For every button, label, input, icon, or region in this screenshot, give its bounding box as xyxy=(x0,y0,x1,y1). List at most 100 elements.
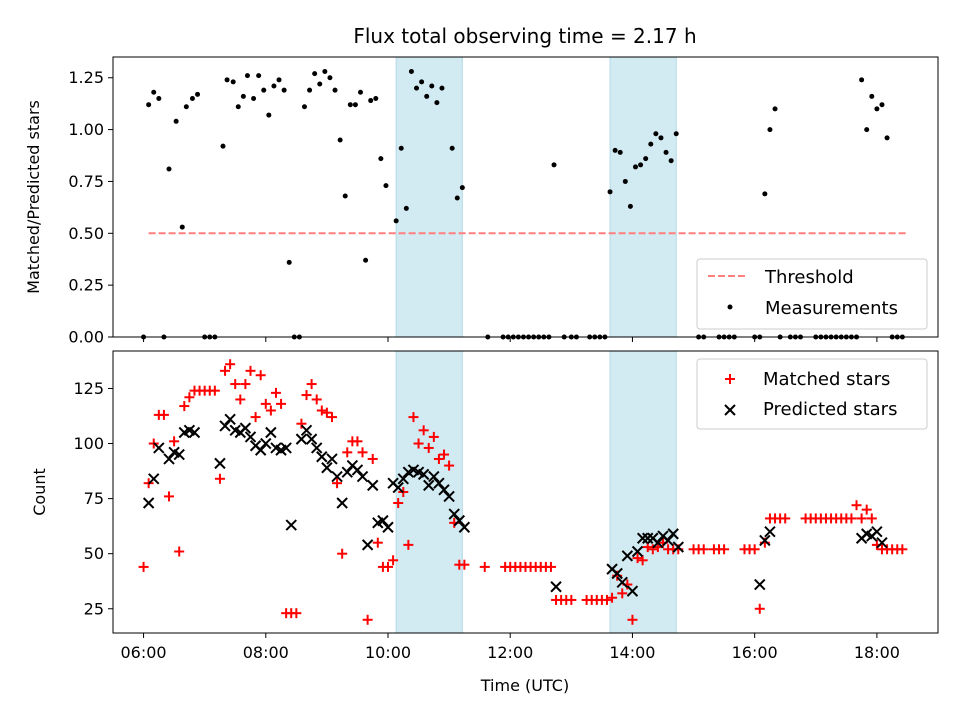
measurement-point xyxy=(622,178,628,184)
predicted-star-point xyxy=(305,433,318,445)
matched-star-point xyxy=(357,447,368,458)
measurement-point xyxy=(256,73,262,79)
measurement-point xyxy=(368,98,374,104)
predicted-star-point xyxy=(356,470,369,483)
predicted-star-point xyxy=(214,457,226,470)
top-shaded-interval xyxy=(609,56,677,338)
predicted-star-point xyxy=(754,578,766,591)
matched-star-point xyxy=(169,436,180,447)
measurement-point xyxy=(633,164,638,170)
legend-predicted-swatch xyxy=(724,404,736,416)
measurement-point xyxy=(373,95,379,101)
matched-star-point xyxy=(337,548,348,559)
predicted-star-point xyxy=(672,541,684,553)
predicted-star-point xyxy=(448,508,460,520)
legend-threshold-label: Threshold xyxy=(764,267,854,288)
predicted-star-point xyxy=(443,490,455,503)
matched-star-point xyxy=(418,425,429,436)
predicted-star-point xyxy=(260,437,272,450)
predicted-star-point xyxy=(611,567,623,580)
matched-star-point xyxy=(719,544,730,555)
predicted-star-point xyxy=(433,477,445,489)
matched-star-point xyxy=(545,561,556,572)
matched-star-point xyxy=(433,453,444,464)
matched-star-point xyxy=(754,603,765,614)
bottom-shaded-interval xyxy=(609,350,677,634)
matched-star-point xyxy=(291,608,302,619)
matched-star-point xyxy=(230,379,241,390)
predicted-star-point xyxy=(163,453,175,465)
predicted-star-point xyxy=(626,585,639,597)
predicted-star-point xyxy=(397,473,409,485)
matched-star-point xyxy=(270,387,281,398)
measurement-point xyxy=(403,205,409,211)
matched-star-point xyxy=(352,436,363,447)
predicted-star-point xyxy=(153,442,165,454)
predicted-star-point xyxy=(453,514,466,527)
measurement-point xyxy=(383,183,389,189)
predicted-star-point xyxy=(636,532,649,544)
measurement-point xyxy=(454,195,460,201)
measurement-point xyxy=(434,100,440,106)
matched-star-point xyxy=(301,390,312,401)
measurement-point xyxy=(393,218,399,224)
matched-star-point xyxy=(326,412,337,423)
measurement-point xyxy=(658,135,664,141)
measurement-point xyxy=(179,224,185,230)
top-shaded-interval xyxy=(395,56,463,338)
matched-star-point xyxy=(214,473,225,484)
matched-star-point xyxy=(607,592,618,603)
measurement-point xyxy=(301,104,307,110)
measurement-point xyxy=(449,145,455,151)
predicted-star-point xyxy=(316,451,328,463)
legend-measurements-swatch xyxy=(727,304,733,310)
matched-star-point xyxy=(240,379,251,390)
matched-star-point xyxy=(306,379,317,390)
matched-star-point xyxy=(444,460,455,471)
matched-star-point xyxy=(316,405,327,416)
measurement-point xyxy=(322,69,328,75)
matched-star-point xyxy=(138,561,149,572)
measurement-point xyxy=(459,185,465,191)
matched-star-point xyxy=(632,553,643,564)
matched-star-point xyxy=(383,561,393,572)
measurement-point xyxy=(332,87,338,93)
measurement-point xyxy=(235,104,241,110)
bottom-legend: Matched stars Predicted stars xyxy=(696,358,928,430)
predicted-star-point xyxy=(361,539,374,551)
measurement-point xyxy=(261,87,267,93)
predicted-star-point xyxy=(662,534,674,547)
measurement-point xyxy=(183,104,189,110)
predicted-star-point xyxy=(351,464,364,476)
measurement-point xyxy=(156,95,162,101)
predicted-star-point xyxy=(341,466,353,478)
measurement-point xyxy=(189,95,195,101)
matched-star-point xyxy=(367,453,378,464)
predicted-star-point xyxy=(764,525,776,538)
matched-star-point xyxy=(174,546,185,557)
measurement-point xyxy=(327,75,333,81)
matched-star-point xyxy=(260,398,271,409)
measurement-point xyxy=(859,77,865,83)
legend-matched-label: Matched stars xyxy=(763,369,890,390)
measurement-point xyxy=(643,156,649,162)
matched-star-point xyxy=(220,365,231,376)
matched-star-point xyxy=(413,438,424,449)
measurement-point xyxy=(884,135,890,141)
predicted-star-point xyxy=(621,550,634,562)
measurement-point xyxy=(612,147,618,153)
x-tick-label: 08:00 xyxy=(243,643,289,662)
measurement-point xyxy=(668,158,674,164)
x-tick-label: 16:00 xyxy=(732,643,778,662)
matched-star-point xyxy=(627,614,638,625)
matched-star-point xyxy=(647,544,658,555)
predicted-star-point xyxy=(148,473,160,485)
measurement-point xyxy=(653,131,659,137)
measurement-point xyxy=(879,102,885,108)
matched-star-point xyxy=(866,513,877,524)
matched-star-point xyxy=(158,409,169,420)
measurement-point xyxy=(220,143,226,149)
predicted-star-point xyxy=(642,532,654,544)
matched-star-point xyxy=(459,559,470,570)
matched-star-point xyxy=(408,412,419,423)
